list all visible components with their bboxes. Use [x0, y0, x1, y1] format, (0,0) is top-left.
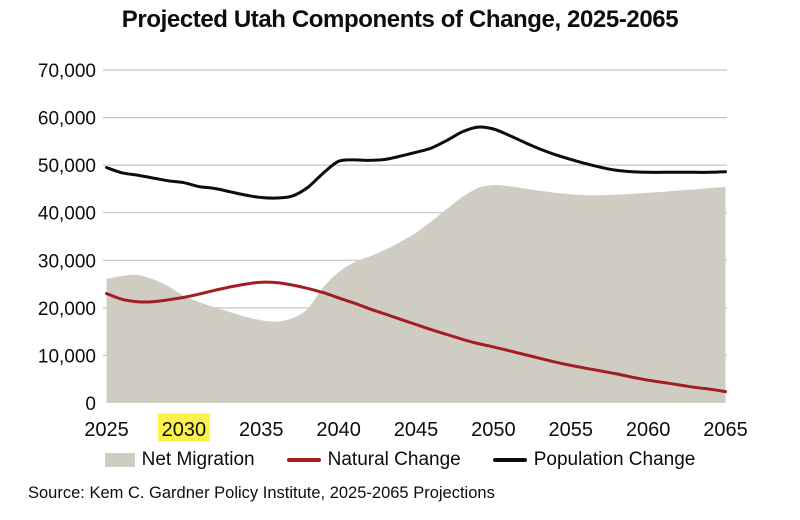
y-tick-label: 0	[85, 394, 96, 415]
y-tick-label: 60,000	[38, 109, 96, 130]
series-natural-change	[105, 280, 727, 394]
natural-change-swatch-icon	[286, 458, 321, 462]
x-tick-label: 2060	[626, 419, 671, 441]
y-tick-label: 70,000	[38, 61, 96, 82]
y-tick-label: 10,000	[38, 346, 96, 367]
net-migration-swatch-icon	[104, 453, 135, 467]
legend-item-natural-change: Natural Change	[286, 449, 461, 471]
xtick-highlight	[157, 413, 210, 442]
source-note: Source: Kem C. Gardner Policy Institute,…	[28, 484, 495, 502]
y-tick-label: 20,000	[38, 299, 96, 320]
legend-label-population-change: Population Change	[533, 449, 696, 470]
page-title: Projected Utah Components of Change, 202…	[121, 6, 679, 33]
y-tick-label: 30,000	[38, 251, 96, 272]
x-tick-label: 2040	[316, 419, 361, 441]
population-change-swatch-icon	[492, 458, 527, 462]
x-tick-label: 2025	[84, 419, 129, 441]
series-population-change	[105, 125, 727, 200]
legend-label-natural-change: Natural Change	[327, 449, 461, 470]
x-tick-label: 2035	[239, 419, 284, 441]
y-tick-label: 40,000	[38, 204, 96, 225]
x-tick-label: 2045	[394, 419, 439, 441]
legend: Net Migration Natural Change Population …	[0, 449, 800, 471]
legend-label-net-migration: Net Migration	[141, 449, 255, 470]
x-tick-label: 2055	[549, 419, 594, 441]
y-tick-label: 50,000	[38, 156, 96, 177]
x-tick-label: 2050	[471, 419, 516, 441]
x-tick-label: 2030	[162, 419, 207, 441]
legend-item-population-change: Population Change	[492, 449, 696, 471]
legend-item-net-migration: Net Migration	[104, 449, 255, 471]
x-tick-label: 2065	[703, 419, 748, 441]
series-net-migration	[106, 185, 726, 403]
